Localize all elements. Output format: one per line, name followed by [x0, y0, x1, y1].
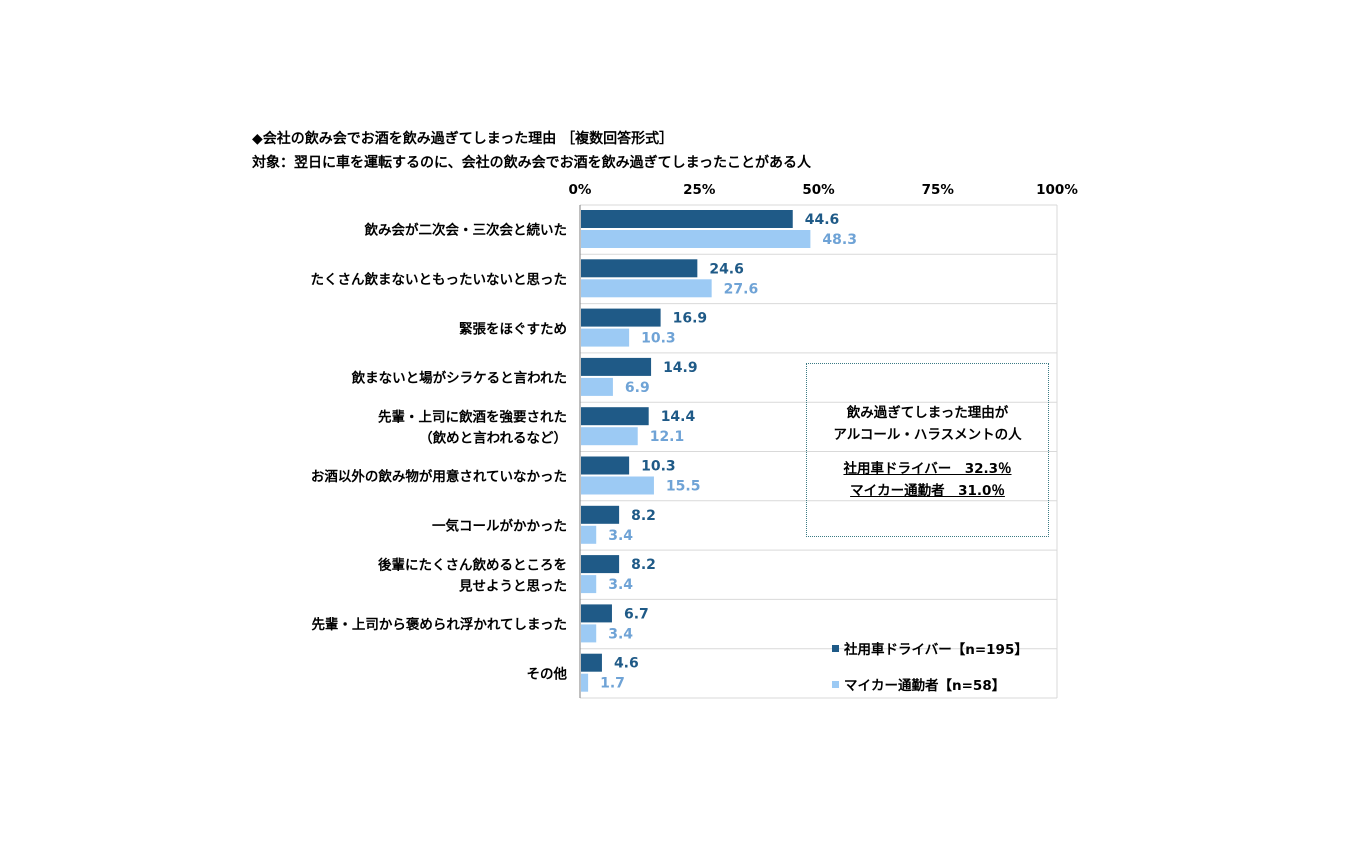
data-label: 14.9 [663, 360, 698, 376]
bar [581, 210, 793, 228]
data-label: 8.2 [631, 557, 656, 573]
bar [581, 357, 652, 376]
x-tick-label: 100% [1036, 182, 1078, 198]
x-tick-label: 25% [683, 182, 716, 198]
bar [581, 476, 654, 495]
data-label: 6.7 [624, 606, 649, 622]
data-label: 3.4 [608, 626, 633, 642]
category-label: 見せようと思った [458, 578, 567, 594]
data-label: 10.3 [641, 459, 676, 475]
callout-stat-commuter: マイカー通勤者 31.0％ [850, 483, 1005, 499]
callout-heading-line1: 飲み過ぎてしまった理由が [846, 405, 1009, 421]
bar [581, 308, 661, 327]
bar [581, 604, 612, 623]
bar [581, 456, 630, 475]
data-label: 3.4 [608, 528, 633, 544]
x-tick-label: 75% [922, 182, 955, 198]
bars-layer [581, 210, 811, 692]
data-label: 3.4 [608, 577, 633, 593]
data-label: 44.6 [805, 212, 840, 228]
callout-stat-company-driver: 社用車ドライバー 32.3％ [843, 461, 1012, 477]
data-label: 15.5 [666, 479, 701, 495]
legend-label-company-driver: 社用車ドライバー【n=195】 [844, 642, 1028, 658]
bar [581, 279, 712, 298]
data-label: 6.9 [625, 380, 650, 396]
chart-title: ◆会社の飲み会でお酒を飲み過ぎてしまった理由 ［複数回答形式］ [252, 131, 674, 147]
legend-item-commuter: マイカー通勤者【n=58】 [832, 673, 1028, 695]
bar [581, 427, 638, 446]
labels-layer: 0% 25% 50% 75% 100% 44.6 48.3 飲み会が二次会・三次会と続いた 24… [311, 182, 1079, 692]
legend-item-company-driver: 社用車ドライバー【n=195】 [832, 637, 1028, 659]
category-label: 先輩・上司に飲酒を強要された [378, 408, 567, 425]
category-label: たくさん飲まないともったいないと思った [311, 271, 568, 288]
grid-layer [579, 204, 1058, 699]
category-label: 飲み会が二次会・三次会と続いた [364, 222, 568, 239]
data-label: 14.4 [661, 409, 696, 425]
category-label: お酒以外の飲み物が用意されていなかった [311, 468, 567, 485]
bar [581, 407, 649, 426]
bar [581, 653, 602, 672]
bar [581, 377, 613, 396]
bar [581, 575, 597, 594]
bar [581, 673, 589, 692]
data-label: 12.1 [650, 429, 685, 445]
category-label: その他 [527, 665, 568, 682]
data-label: 1.7 [600, 676, 625, 692]
callout-box: 飲み過ぎてしまった理由が アルコール・ハラスメントの人 社用車ドライバー 32.… [806, 363, 1049, 537]
x-tick-label: 0% [569, 182, 592, 198]
bar [581, 555, 620, 574]
bar [581, 259, 698, 278]
category-label: （飲めと言われるなど） [419, 429, 567, 446]
chart-subtitle: 対象：翌日に車を運転するのに、会社の飲み会でお酒を飲み過ぎてしまったことがある人 [252, 155, 812, 171]
category-label: 先輩・上司から褒められ浮かれてしまった [311, 616, 567, 633]
callout-heading-line2: アルコール・ハラスメントの人 [833, 427, 1022, 443]
chart-legend: 社用車ドライバー【n=195】 マイカー通勤者【n=58】 [832, 637, 1028, 709]
legend-swatch-commuter [832, 680, 839, 688]
category-label: 緊張をほぐすため [459, 321, 567, 337]
data-label: 24.6 [709, 261, 744, 277]
data-label: 48.3 [822, 232, 857, 248]
bar [581, 525, 597, 544]
data-label: 27.6 [724, 281, 759, 297]
bar [581, 624, 597, 643]
data-label: 4.6 [614, 656, 639, 672]
legend-swatch-company-driver [832, 644, 839, 652]
bar [581, 328, 630, 347]
legend-label-commuter: マイカー通勤者【n=58】 [844, 678, 1006, 694]
category-label: 後輩にたくさん飲めるところを [378, 556, 567, 573]
data-label: 16.9 [673, 311, 708, 327]
category-label: 一気コールがかかった [432, 517, 567, 534]
data-label: 8.2 [631, 508, 656, 524]
bar [581, 505, 620, 524]
bar [581, 230, 811, 248]
category-label: 飲まないと場がシラケると言われた [351, 370, 567, 387]
x-tick-label: 50% [802, 182, 835, 198]
data-label: 10.3 [641, 331, 676, 347]
